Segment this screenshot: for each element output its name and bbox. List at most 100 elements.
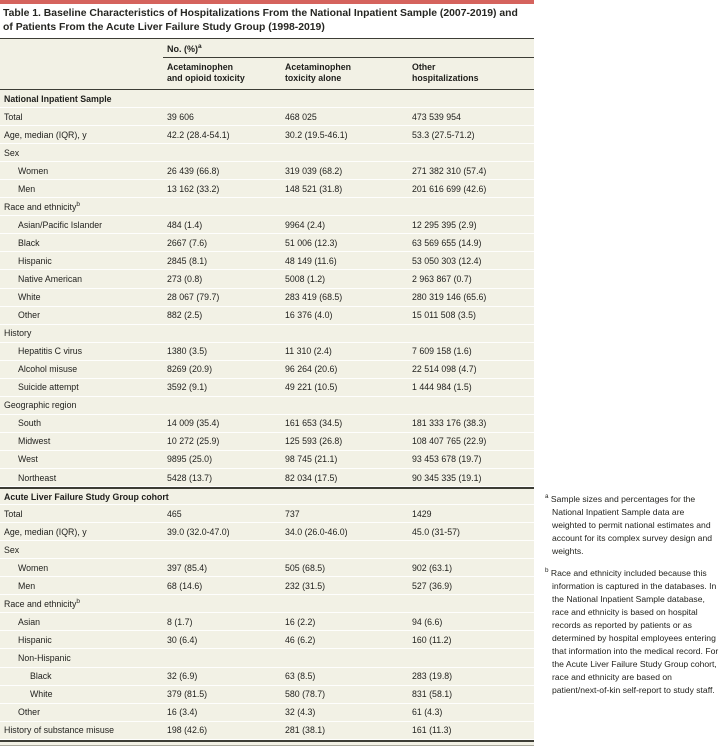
table-row: Women 26 439 (66.8) 319 039 (68.2) 271 382 … [0,162,534,181]
row-label: Other [18,310,41,321]
row-label: South [18,418,41,429]
row-value: 161 653 (34.5) [285,418,343,429]
row-value: 201 616 699 (42.6) [412,183,487,194]
table-row: Women 397 (85.4) 505 (68.5) 902 (63.1) [0,559,534,578]
row-value: 61 (4.3) [412,707,443,718]
table-row: Midwest 10 272 (25.9) 125 593 (26.8) 108 40… [0,433,534,451]
row-label: Black [18,237,40,248]
row-value: 527 (36.9) [412,580,453,591]
row-value: 2 963 867 (0.7) [412,273,472,284]
row-label: Northeast [18,472,57,483]
row-value: 90 345 335 (19.1) [412,472,482,483]
table-row: West 9895 (25.0) 98 745 (21.1) 93 453 678 (… [0,451,534,469]
row-value: 96 264 (20.6) [285,364,338,375]
table-row: Men 13 162 (33.2) 148 521 (31.8) 201 616 69… [0,180,534,199]
row-value: 68 (14.6) [167,580,203,591]
table-row: Asian 8 (1.7) 16 (2.2) 94 (6.6) [0,613,534,632]
table-row: Northeast 5428 (13.7) 82 034 (17.5) 90 345 … [0,469,534,488]
table-row: Sex [0,541,534,560]
table-row: Native American 273 (0.8) 5008 (1.2) 2 963 … [0,270,534,289]
row-value: 108 407 765 (22.9) [412,436,487,447]
row-value: 232 (31.5) [285,580,326,591]
column-header-3: Other hospitalizations [412,62,534,84]
table-row: Sex [0,144,534,163]
row-label: Black [30,671,52,682]
row-label: Geographic region [4,400,77,411]
row-value: 902 (63.1) [412,562,453,573]
row-value: 198 (42.6) [167,725,208,736]
row-value: 82 034 (17.5) [285,472,338,483]
footnote-a: a Sample sizes and percentages for the N… [545,493,713,556]
table-row: Alcohol misuse 8269 (20.9) 96 264 (20.6) 22… [0,361,534,379]
table-row: Hispanic 2845 (8.1) 48 149 (11.6) 53 050 30… [0,252,534,271]
row-value: 125 593 (26.8) [285,436,343,447]
row-value: 473 539 954 [412,111,461,122]
table-row: Other 882 (2.5) 16 376 (4.0) 15 011 508 (3.… [0,307,534,325]
footnotes: a Sample sizes and percentages for the N… [545,493,719,706]
row-value: 14 009 (35.4) [167,418,220,429]
table-row: Acute Liver Failure Study Group cohort [0,487,534,506]
row-value: 148 521 (31.8) [285,183,343,194]
table-row: Non-Hispanic [0,649,534,668]
row-value: 181 333 176 (38.3) [412,418,487,429]
row-value: 11 310 (2.4) [285,346,332,357]
row-label: Suicide attempt [18,382,79,393]
row-value: 379 (81.5) [167,689,208,700]
table-row: Black 2667 (7.6) 51 006 (12.3) 63 569 655 (… [0,234,534,253]
row-label: Total [4,508,23,519]
row-value: 281 (38.1) [285,725,326,736]
spanner-row: No. (%)a [0,39,534,59]
row-value: 94 (6.6) [412,616,443,627]
table-row: History [0,325,534,343]
row-label: History [4,328,32,339]
row-value: 16 (3.4) [167,707,198,718]
row-value: 465 [167,508,182,519]
table-bottom-rule [0,739,534,746]
row-value: 63 569 655 (14.9) [412,237,482,248]
table-row: South 14 009 (35.4) 161 653 (34.5) 181 333 … [0,415,534,433]
table-row: History of substance misuse 198 (42.6) 281… [0,722,534,740]
row-value: 32 (4.3) [285,707,316,718]
table-row: Black 32 (6.9) 63 (8.5) 283 (19.8) [0,668,534,686]
row-label: National Inpatient Sample [4,93,112,104]
row-value: 484 (1.4) [167,219,203,230]
row-value: 7 609 158 (1.6) [412,346,472,357]
table-row: Hepatitis C virus 1380 (3.5) 11 310 (2.4) 7… [0,343,534,361]
row-value: 2667 (7.6) [167,237,208,248]
row-value: 10 272 (25.9) [167,436,220,447]
table-row: Suicide attempt 3592 (9.1) 49 221 (10.5) 1 … [0,379,534,397]
table-row: Age, median (IQR), y 42.2 (28.4-54.1) 30.2… [0,126,534,145]
row-value: 32 (6.9) [167,671,198,682]
row-value: 831 (58.1) [412,689,453,700]
row-value: 161 (11.3) [412,725,452,736]
footnote-marker: b [76,200,80,208]
row-value: 49 221 (10.5) [285,382,338,393]
row-value: 580 (78.7) [285,689,326,700]
row-label: Midwest [18,436,51,447]
table: No. (%)a Acetaminophen and opioid toxici… [0,39,534,746]
table-row: Asian/Pacific Islander 484 (1.4) 9964 (2.4… [0,216,534,235]
row-label: Asian/Pacific Islander [18,219,103,230]
spanner-text: No. (%) [167,44,198,55]
row-value: 26 439 (66.8) [167,165,220,176]
row-value: 8269 (20.9) [167,364,212,375]
row-label: Asian [18,616,41,627]
column-header-label: Other hospitalizations [412,62,479,84]
footnote-marker: a [545,493,549,501]
row-value: 9964 (2.4) [285,219,326,230]
table-row: Geographic region [0,397,534,415]
table-title: Table 1. Baseline Characteristics of Hos… [0,4,534,40]
row-value: 2845 (8.1) [167,255,208,266]
row-value: 63 (8.5) [285,671,316,682]
row-label: History of substance misuse [4,725,115,736]
row-value: 30.2 (19.5-46.1) [285,129,348,140]
table-row: Men 68 (14.6) 232 (31.5) 527 (36.9) [0,577,534,596]
row-value: 53.3 (27.5-71.2) [412,129,475,140]
row-value: 737 [285,508,300,519]
column-header-label: Acetaminophen and opioid toxicity [167,62,245,84]
row-label: Other [18,707,41,718]
row-label: Hispanic [18,255,52,266]
column-header-label: Acetaminophen toxicity alone [285,62,351,84]
row-value: 12 295 395 (2.9) [412,219,477,230]
